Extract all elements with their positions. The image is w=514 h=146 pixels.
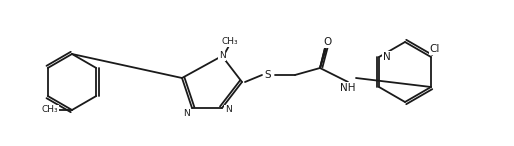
Text: CH₃: CH₃: [222, 38, 238, 46]
Text: O: O: [323, 37, 331, 47]
Text: N: N: [383, 52, 391, 62]
Text: NH: NH: [340, 83, 356, 93]
Text: N: N: [218, 52, 225, 60]
Text: N: N: [225, 106, 231, 114]
Text: Cl: Cl: [430, 44, 440, 54]
Text: S: S: [265, 70, 271, 80]
Text: N: N: [183, 108, 190, 118]
Text: CH₃: CH₃: [42, 106, 58, 114]
